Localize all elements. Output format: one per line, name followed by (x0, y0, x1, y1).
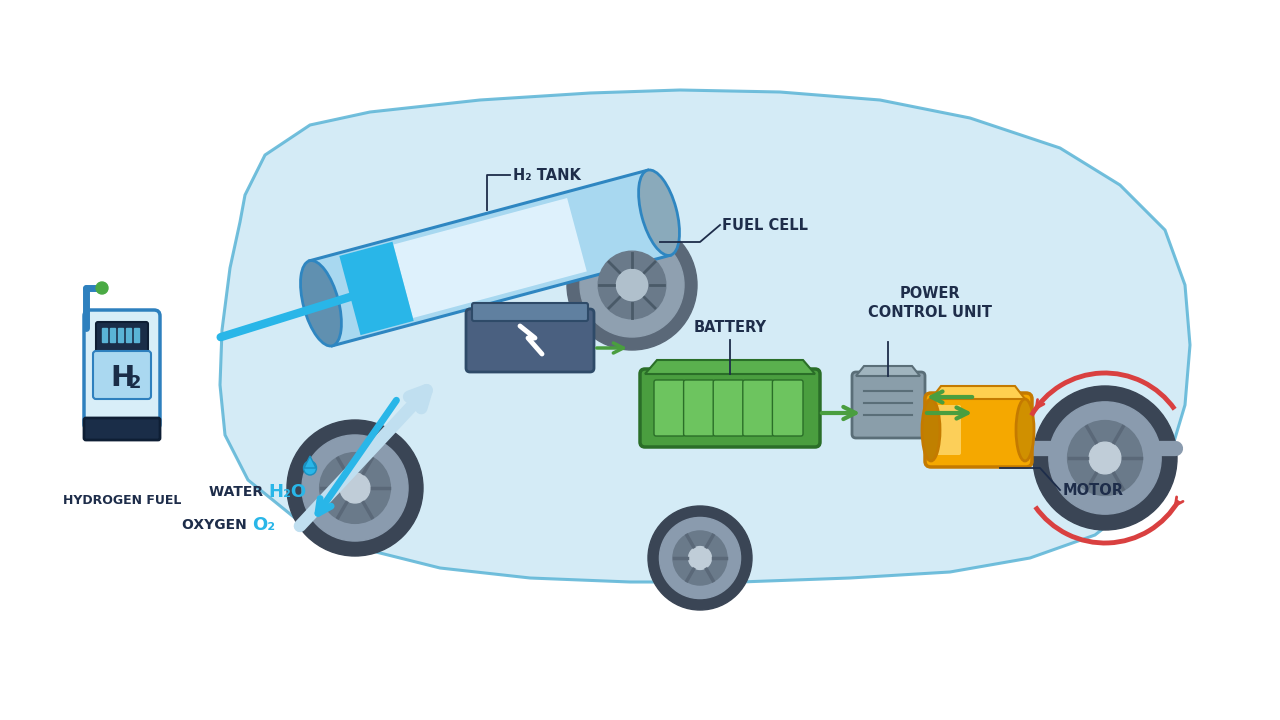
Text: MOTOR: MOTOR (1062, 482, 1124, 498)
Circle shape (689, 546, 712, 570)
Circle shape (287, 420, 422, 556)
Polygon shape (393, 198, 586, 318)
FancyBboxPatch shape (466, 309, 594, 372)
Text: HYDROGEN FUEL: HYDROGEN FUEL (63, 493, 182, 506)
Circle shape (1033, 386, 1178, 530)
Circle shape (659, 518, 741, 598)
Polygon shape (645, 360, 815, 374)
Bar (118, 328, 123, 342)
Text: O₂: O₂ (252, 516, 275, 534)
Text: H₂ TANK: H₂ TANK (513, 168, 581, 182)
Ellipse shape (1016, 399, 1034, 461)
Circle shape (96, 282, 108, 294)
Circle shape (648, 506, 753, 610)
FancyBboxPatch shape (472, 303, 588, 321)
Polygon shape (856, 366, 920, 376)
FancyBboxPatch shape (742, 380, 773, 436)
Text: FUEL CELL: FUEL CELL (722, 217, 808, 233)
Bar (102, 328, 108, 342)
Ellipse shape (301, 261, 342, 346)
Circle shape (1048, 402, 1161, 514)
FancyBboxPatch shape (684, 380, 714, 436)
FancyBboxPatch shape (640, 369, 820, 447)
FancyBboxPatch shape (852, 372, 925, 438)
FancyBboxPatch shape (84, 418, 160, 440)
Circle shape (580, 233, 684, 337)
Circle shape (673, 531, 727, 585)
Circle shape (340, 473, 370, 503)
Circle shape (1089, 442, 1121, 474)
Ellipse shape (639, 170, 680, 256)
Circle shape (320, 453, 390, 523)
Text: 2: 2 (129, 374, 141, 392)
Polygon shape (339, 242, 413, 335)
Bar (125, 328, 131, 342)
FancyBboxPatch shape (925, 393, 1032, 467)
FancyBboxPatch shape (934, 405, 961, 455)
FancyBboxPatch shape (654, 380, 685, 436)
Ellipse shape (303, 461, 316, 475)
FancyBboxPatch shape (84, 310, 160, 430)
Circle shape (567, 220, 698, 350)
Text: BATTERY: BATTERY (694, 320, 767, 335)
Polygon shape (931, 386, 1025, 399)
Circle shape (617, 269, 648, 301)
Text: H₂O: H₂O (268, 483, 306, 501)
Text: POWER
CONTROL UNIT: POWER CONTROL UNIT (868, 287, 992, 320)
Ellipse shape (922, 399, 940, 461)
Polygon shape (305, 456, 316, 468)
Polygon shape (310, 170, 671, 346)
Bar (110, 328, 115, 342)
Text: OXYGEN: OXYGEN (182, 518, 252, 532)
Text: WATER: WATER (209, 485, 268, 499)
FancyBboxPatch shape (93, 351, 151, 399)
Circle shape (598, 251, 666, 319)
Text: H: H (110, 364, 134, 392)
Polygon shape (220, 90, 1190, 582)
Circle shape (302, 435, 408, 541)
Bar (134, 328, 140, 342)
Circle shape (1068, 420, 1143, 495)
FancyBboxPatch shape (772, 380, 803, 436)
FancyBboxPatch shape (96, 322, 148, 352)
FancyBboxPatch shape (713, 380, 744, 436)
